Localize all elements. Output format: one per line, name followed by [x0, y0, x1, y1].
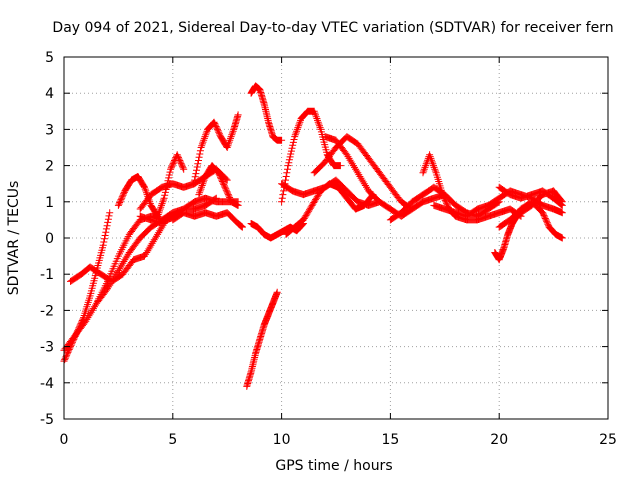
data-points	[60, 82, 566, 390]
axis-ticks	[63, 56, 609, 420]
x-tick-label: 15	[381, 432, 399, 448]
y-tick-label: -2	[40, 303, 54, 319]
y-tick-label: -4	[40, 376, 54, 392]
y-tick-label: 4	[45, 86, 54, 102]
y-tick-label: -1	[40, 267, 54, 283]
x-tick-label: 10	[273, 432, 291, 448]
x-axis-label: GPS time / hours	[275, 458, 392, 474]
y-tick-labels: -5 -4 -3 -2 -1 0 1 2 3 4 5	[40, 50, 54, 428]
grid-lines	[64, 57, 608, 419]
y-tick-label: 1	[45, 195, 54, 211]
chart-title: Day 094 of 2021, Sidereal Day-to-day VTE…	[52, 20, 613, 36]
y-tick-label: 2	[45, 159, 54, 175]
y-tick-label: -5	[40, 412, 54, 428]
x-tick-label: 0	[60, 432, 69, 448]
plus-markers	[60, 82, 566, 390]
y-axis-label: SDTVAR / TECUs	[6, 181, 22, 296]
y-tick-label: 3	[45, 122, 54, 138]
y-tick-label: -3	[40, 340, 54, 356]
y-tick-label: 0	[45, 231, 54, 247]
x-tick-label: 25	[599, 432, 617, 448]
x-tick-label: 20	[490, 432, 508, 448]
x-tick-label: 5	[168, 432, 177, 448]
x-tick-labels: 0 5 10 15 20 25	[60, 432, 617, 448]
y-tick-label: 5	[45, 50, 54, 66]
